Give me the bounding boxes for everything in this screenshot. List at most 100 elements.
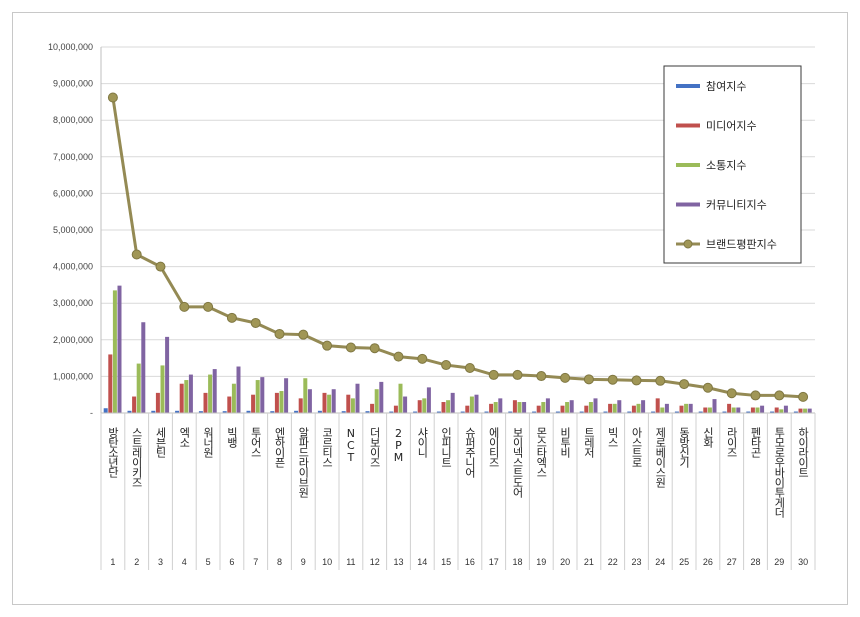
x-rank-number: 23 — [631, 557, 641, 567]
bar-미디어지수 — [631, 405, 636, 413]
x-rank-number: 10 — [322, 557, 332, 567]
bar-미디어지수 — [703, 407, 708, 413]
bar-참여지수 — [341, 411, 346, 413]
bar-미디어지수 — [298, 398, 303, 413]
bar-참여지수 — [246, 410, 251, 413]
x-rank-number: 24 — [655, 557, 665, 567]
x-category-label: 에이티즈 — [487, 427, 500, 467]
bar-커뮤니티지수 — [617, 400, 622, 413]
x-category-label: 하이라이트 — [797, 426, 810, 477]
legend-swatch — [676, 163, 700, 167]
bar-참여지수 — [103, 408, 108, 413]
bar-소통지수 — [231, 383, 236, 413]
x-category-label: 동방신기 — [678, 427, 691, 468]
bar-참여지수 — [389, 411, 394, 413]
bar-커뮤니티지수 — [474, 394, 479, 413]
x-rank-number: 16 — [465, 557, 475, 567]
bar-소통지수 — [422, 398, 427, 413]
x-rank-number: 11 — [346, 557, 355, 567]
bar-참여지수 — [436, 411, 441, 413]
bar-미디어지수 — [584, 405, 589, 413]
bar-미디어지수 — [346, 394, 351, 413]
legend-label: 미디어지수 — [706, 120, 757, 133]
y-tick-label: - — [90, 408, 93, 418]
bar-미디어지수 — [155, 392, 160, 413]
bar-참여지수 — [722, 411, 727, 413]
bar-소통지수 — [660, 407, 665, 413]
line-point — [298, 329, 309, 340]
line-point — [702, 382, 713, 393]
bar-커뮤니티지수 — [736, 407, 741, 413]
bar-소통지수 — [636, 403, 641, 413]
bar-미디어지수 — [108, 354, 113, 413]
bar-소통지수 — [208, 374, 213, 413]
x-rank-number: 27 — [727, 557, 737, 567]
bar-소통지수 — [398, 383, 403, 413]
bar-커뮤니티지수 — [188, 374, 193, 413]
bar-소통지수 — [612, 403, 617, 413]
bar-커뮤니티지수 — [212, 369, 217, 413]
legend-swatch-marker — [683, 239, 693, 249]
line-point — [750, 390, 761, 401]
x-rank-number: 6 — [229, 557, 234, 567]
x-axis: 방탄소년단 1 스트레이키즈 2 세븐틴 3 엑소 4 워너원 5 빅뱅 6 투어스 7 엔하이픈 8 알파드라… — [100, 412, 816, 570]
x-category-label: 슈퍼주니어 — [463, 427, 476, 479]
x-rank-number: 1 — [110, 557, 115, 567]
bar-미디어지수 — [750, 407, 755, 413]
x-category-label: 알파드라이브원 — [297, 426, 310, 498]
line-point — [131, 249, 142, 260]
x-rank-number: 22 — [608, 557, 618, 567]
line-point — [655, 375, 666, 386]
bar-참여지수 — [508, 411, 513, 413]
bar-참여지수 — [484, 411, 489, 413]
bar-소통지수 — [136, 363, 141, 413]
line-point — [369, 343, 380, 354]
line-point — [583, 374, 594, 385]
bar-소통지수 — [446, 400, 451, 413]
bar-소통지수 — [493, 402, 498, 413]
bar-커뮤니티지수 — [450, 392, 455, 413]
bar-커뮤니티지수 — [307, 389, 312, 413]
bar-미디어지수 — [489, 403, 494, 413]
bar-커뮤니티지수 — [379, 381, 384, 413]
legend-label: 커뮤니티지수 — [706, 199, 767, 212]
y-tick-label: 10,000,000 — [48, 42, 93, 52]
bar-커뮤니티지수 — [760, 405, 765, 413]
line-point — [155, 261, 166, 272]
bar-미디어지수 — [417, 400, 422, 413]
y-tick-label: 2,000,000 — [53, 335, 93, 345]
legend-swatch — [676, 202, 700, 207]
x-category-label: 몬스타엑스 — [535, 427, 548, 477]
x-rank-number: 4 — [182, 557, 187, 567]
bar-소통지수 — [541, 402, 546, 413]
bar-참여지수 — [222, 411, 227, 413]
legend-label: 소통지수 — [706, 159, 746, 172]
bar-소통지수 — [255, 380, 260, 413]
bar-미디어지수 — [655, 398, 660, 413]
bar-소통지수 — [327, 394, 332, 413]
bar-참여지수 — [651, 411, 656, 413]
y-tick-label: 6,000,000 — [53, 188, 93, 198]
line-point — [441, 360, 452, 371]
bar-미디어지수 — [322, 392, 327, 413]
bar-소통지수 — [684, 403, 689, 413]
bar-미디어지수 — [679, 405, 684, 413]
x-category-label: 펜타곤 — [749, 427, 762, 458]
line-point — [679, 379, 690, 390]
bar-미디어지수 — [512, 400, 517, 413]
x-rank-number: 30 — [798, 557, 808, 567]
bar-소통지수 — [374, 389, 379, 413]
x-rank-number: 7 — [253, 557, 258, 567]
bar-소통지수 — [731, 407, 736, 413]
bar-참여지수 — [746, 411, 751, 413]
y-tick-label: 7,000,000 — [53, 152, 93, 162]
y-tick-label: 5,000,000 — [53, 225, 93, 235]
x-category-label: 투어스 — [249, 427, 262, 457]
bar-참여지수 — [770, 411, 775, 413]
bar-미디어지수 — [370, 403, 375, 413]
bar-커뮤니티지수 — [569, 400, 574, 413]
bar-참여지수 — [532, 411, 537, 413]
bar-커뮤니티지수 — [355, 383, 360, 413]
bar-커뮤니티지수 — [545, 398, 550, 413]
